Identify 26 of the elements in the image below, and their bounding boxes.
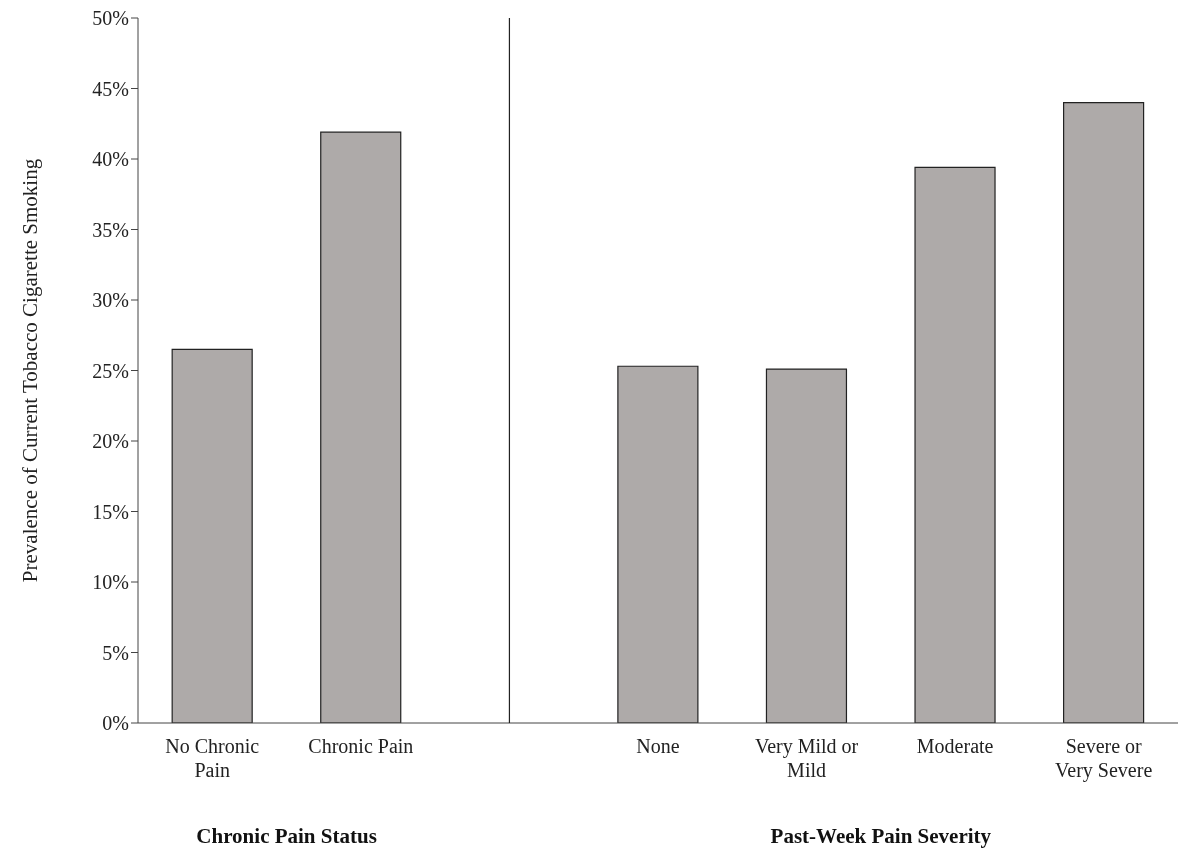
bar: [617, 365, 699, 723]
y-tick-label: 15%: [92, 500, 129, 523]
text: Past-Week Pain Severity: [770, 824, 992, 848]
x-tick-label: Very Mild or Mild: [754, 735, 859, 781]
y-tick-label: 25%: [92, 359, 129, 382]
y-tick-label: 10%: [92, 571, 129, 594]
y-tick-label: 40%: [92, 148, 129, 171]
x-tick-label: No Chronic Pain: [165, 735, 260, 781]
x-tick-label: None: [636, 735, 680, 757]
y-tick-label: 45%: [92, 77, 129, 100]
x-tick-label: Severe or Very Severe: [1055, 735, 1153, 782]
y-tick-label: 30%: [92, 289, 129, 312]
bar: [765, 368, 848, 723]
y-axis-title: Prevalence of Current Tobacco Cigarette Smoking: [18, 158, 43, 583]
x-tick-label: Moderate: [916, 735, 994, 757]
bar: [171, 348, 253, 723]
bar: [1063, 102, 1145, 723]
y-tick-label: 35%: [92, 218, 129, 241]
text: Chronic Pain Status: [196, 824, 377, 848]
y-tick-label: 5%: [102, 641, 129, 664]
y-tick-label: 20%: [92, 430, 129, 453]
x-tick-label: Chronic Pain: [308, 735, 414, 757]
y-tick-label: 0%: [102, 712, 129, 735]
bar: [320, 131, 402, 723]
y-tick-label: 50%: [92, 7, 129, 30]
bar: [914, 166, 996, 723]
